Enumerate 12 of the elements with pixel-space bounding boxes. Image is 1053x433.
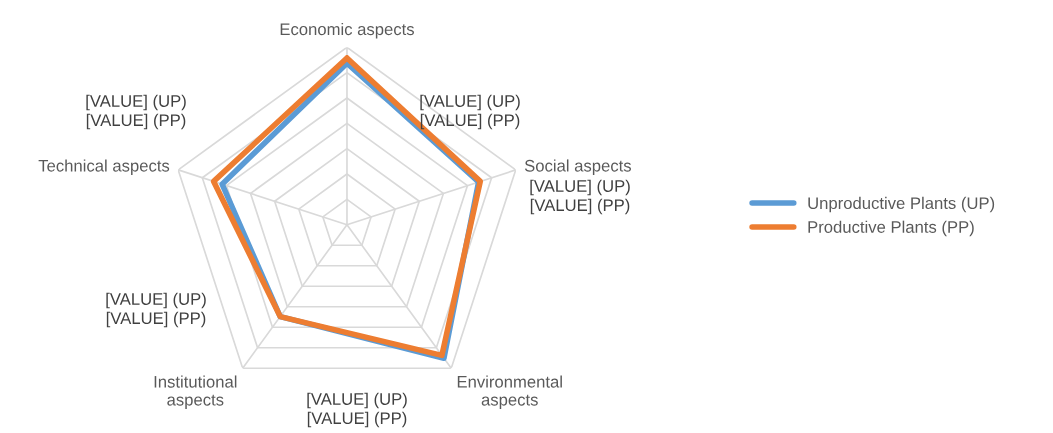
text: [VALUE] (UP) [VALUE] (PP) (307, 392, 407, 428)
legend-label: Unproductive Plants (UP) (808, 196, 995, 213)
text: [VALUE] (UP) [VALUE] (PP) (86, 94, 186, 130)
spoke-label: Technical aspects (38, 159, 170, 175)
legend-label: Productive Plants (PP) (808, 220, 974, 237)
spoke-label: Institutional aspects (154, 375, 237, 409)
text: [VALUE] (UP) [VALUE] (PP) (106, 292, 206, 328)
spoke-label: Social aspects (524, 159, 632, 175)
text: [VALUE] (UP) [VALUE] (PP) (530, 179, 630, 215)
text: [VALUE] (UP) [VALUE] (PP) (420, 94, 520, 130)
spoke-label: Environmental aspects (457, 375, 562, 409)
spoke-label: Economic aspects (280, 22, 414, 39)
